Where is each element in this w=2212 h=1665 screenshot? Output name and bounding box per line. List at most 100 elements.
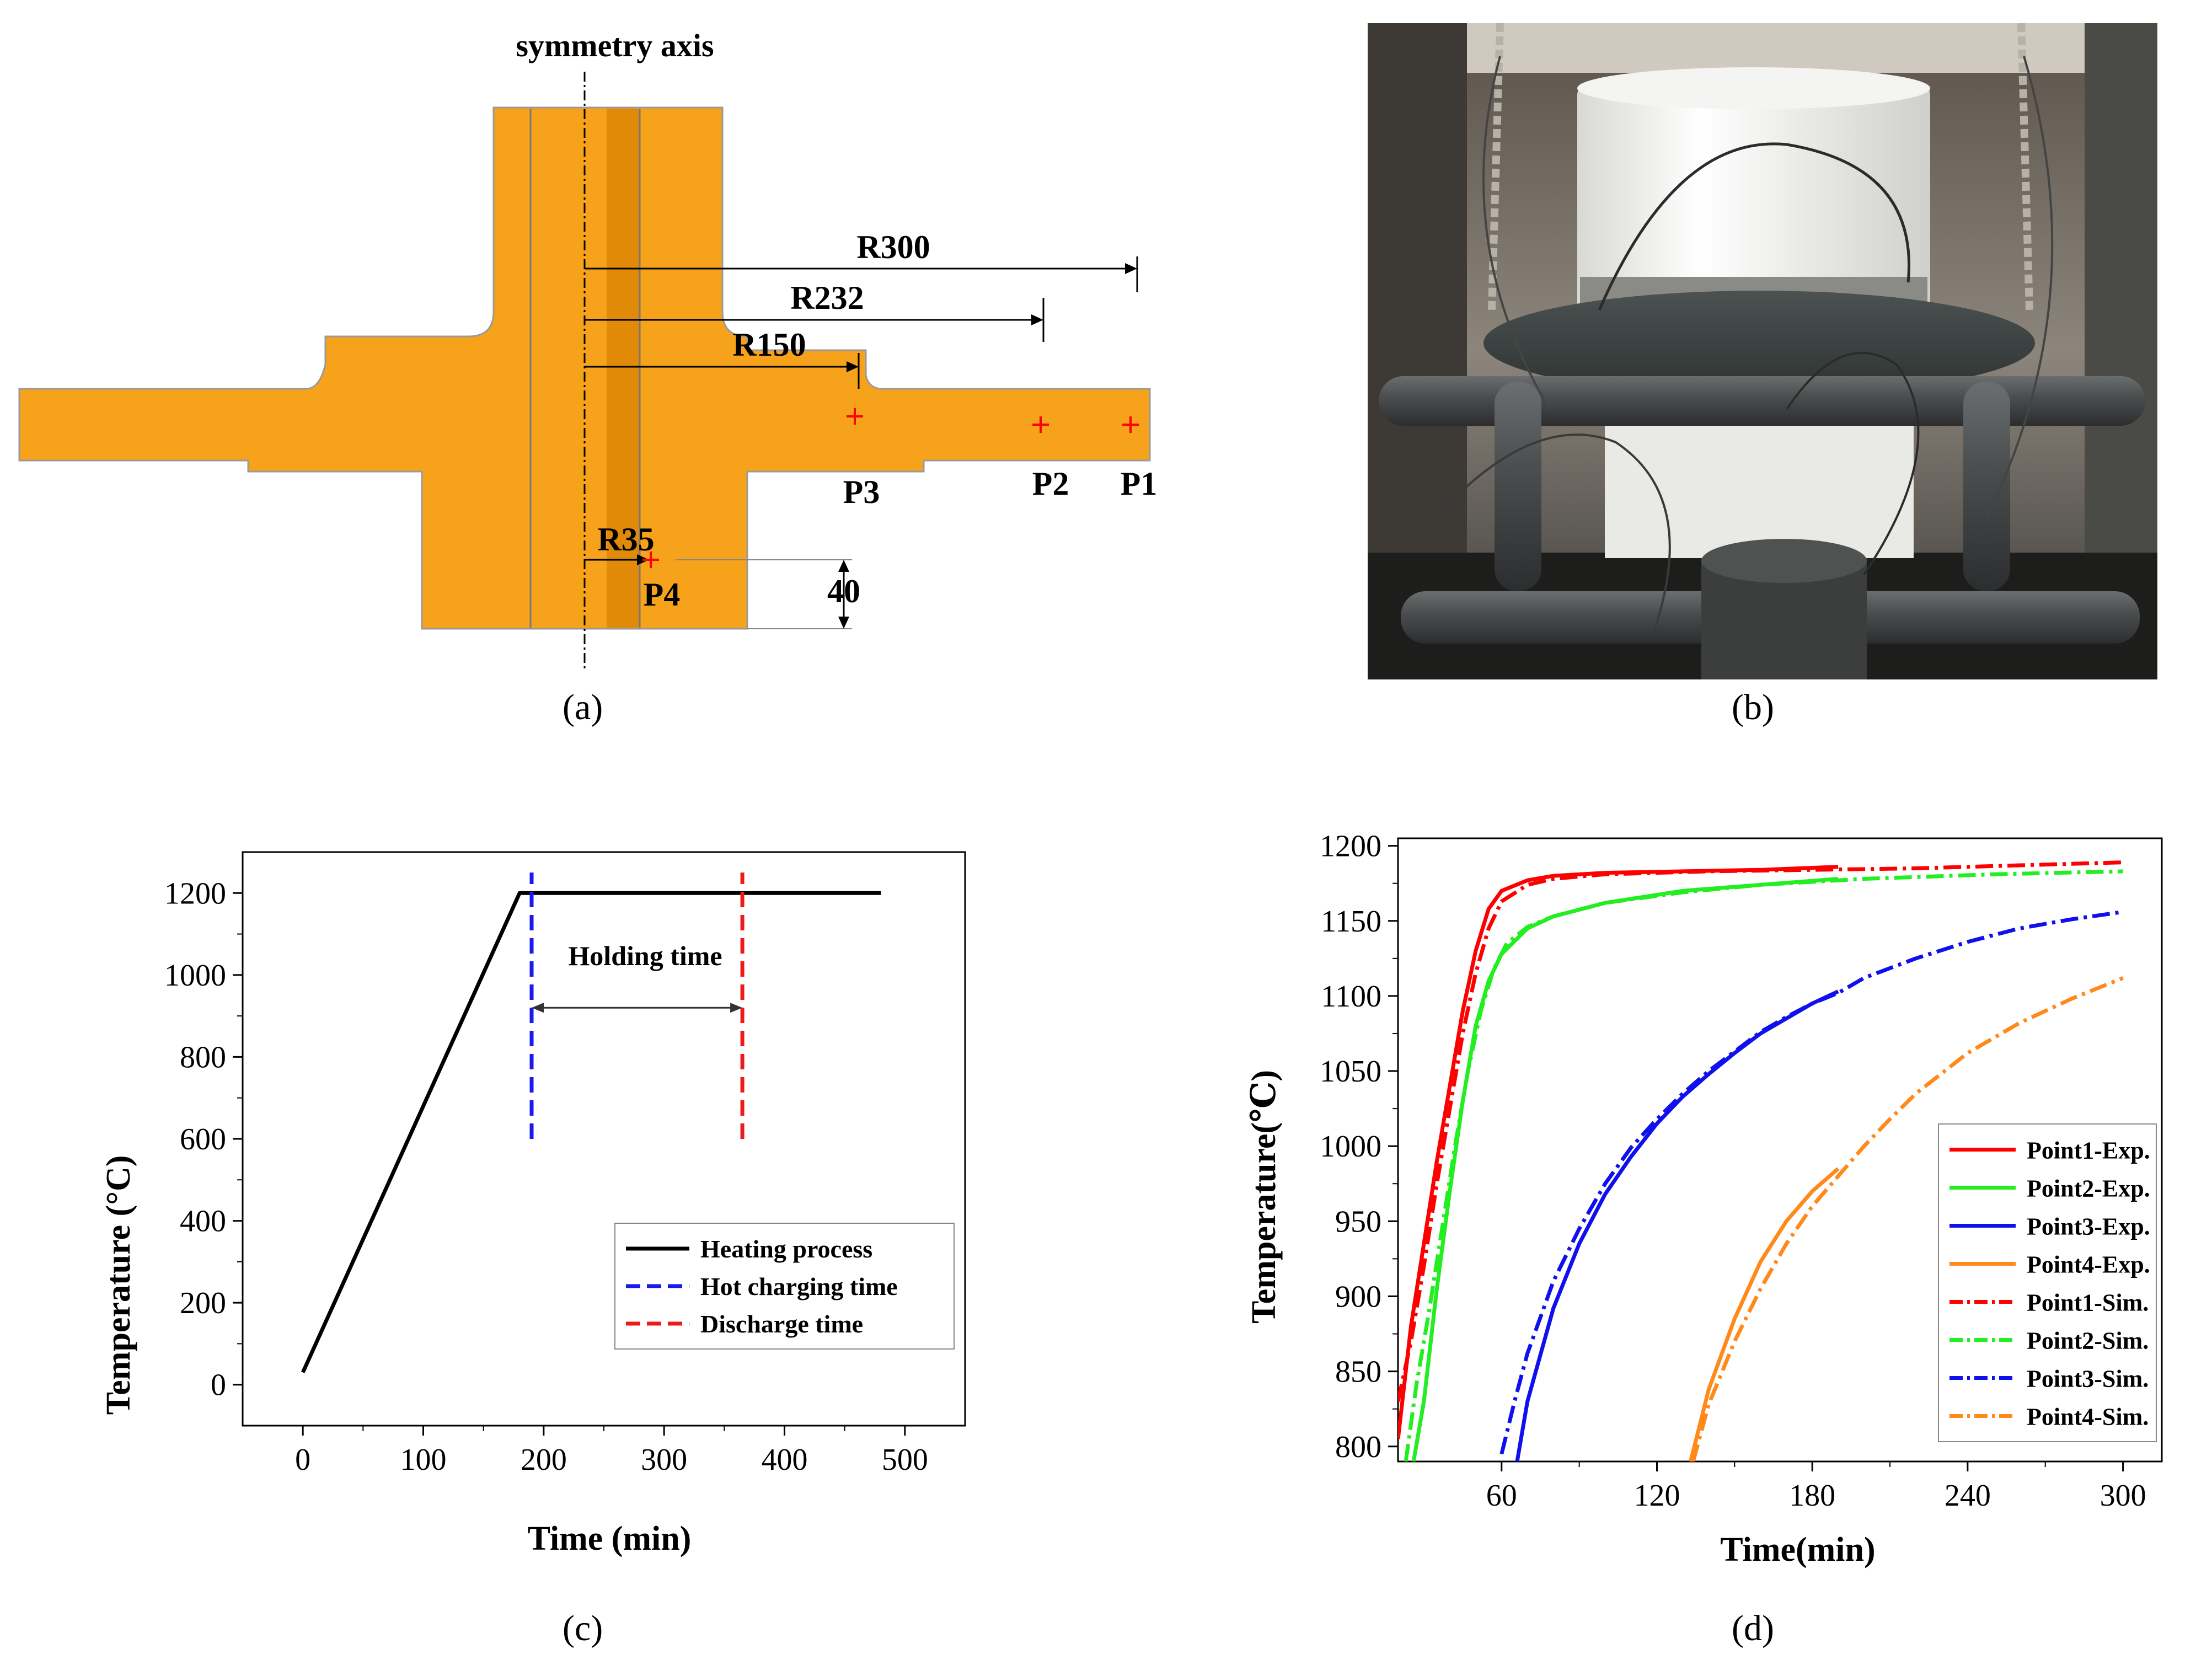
label-p1: P1 [1121,465,1158,502]
caption-c: (c) [563,1608,603,1648]
y-tick-label: 1050 [1320,1054,1381,1089]
y-tick-label: 200 [180,1286,226,1320]
y-tick-label: 950 [1335,1204,1381,1239]
dim-r35-label: R35 [597,521,654,558]
chart-d-series-group [1398,860,2124,1461]
chart-c-series-group [301,872,881,1373]
legend-label: Point1-Exp. [2027,1137,2150,1164]
x-tick-label: 60 [1486,1479,1517,1513]
legend-box [1938,1123,2157,1442]
series-line-point4-sim- [1691,976,2124,1461]
legend-label: Point2-Exp. [2027,1175,2150,1202]
x-tick-label: 500 [882,1443,928,1477]
legend-label: Point2-Sim. [2027,1327,2149,1355]
pipe-vertical-right [1963,382,2010,591]
bore-shade [607,109,640,628]
caption-b: (b) [1732,687,1774,727]
dim-r232-arrow [1031,314,1043,325]
legend-label: Point3-Sim. [2027,1366,2149,1393]
legend-label: Point1-Sim. [2027,1289,2149,1316]
chart-d-plot-area: 60 120 180 240 300 800 850 900 950 1000 1050 1100 11… [1320,829,2163,1513]
y-tick-label: 1150 [1321,904,1381,939]
chart-d-ylabel: Temperature(℃) [1245,1070,1283,1324]
panel-b-photo [1368,23,2157,679]
marker-p1 [1122,416,1139,433]
photo-ceiling [1467,23,2085,73]
panel-a-drawing: symmetry axis R300 R232 R150 P3 P2 P1 R3… [18,28,1158,670]
series-line-point3-exp- [1515,989,1839,1461]
dim-r232-label: R232 [790,280,864,316]
chart-d-xlabel: Time(min) [1720,1531,1875,1568]
dim-r300-arrow [1125,263,1137,274]
pipe-vertical-left [1495,382,1541,591]
marker-p4 [642,552,659,568]
dim-40-arrow-top [838,560,849,572]
dim-r150-label: R150 [732,326,806,363]
chart-c-ylabel: Temperature (°C) [100,1155,137,1415]
x-tick-label: 100 [400,1443,447,1477]
marker-p3 [847,408,863,425]
legend-label: Point4-Exp. [2027,1251,2150,1278]
series-line-point2-sim- [1404,869,2123,1461]
x-tick-label: 120 [1633,1479,1680,1513]
y-tick-label: 800 [1335,1430,1381,1464]
chart-c-holding-label: Holding time [568,940,722,971]
legend-label: Point3-Exp. [2027,1213,2150,1240]
x-tick-label: 0 [295,1443,310,1477]
chart-d: 60 120 180 240 300 800 850 900 950 1000 1050 1100 11… [1245,829,2163,1568]
chart-c-xlabel: Time (min) [528,1520,692,1557]
symmetry-axis-label: symmetry axis [516,28,714,63]
x-tick-label: 200 [521,1443,567,1477]
x-tick-label: 400 [762,1443,808,1477]
label-p4: P4 [644,576,681,613]
y-tick-label: 1100 [1321,979,1381,1014]
y-tick-label: 1200 [164,876,226,911]
x-tick-label: 180 [1789,1479,1835,1513]
legend-label: Discharge time [700,1310,863,1338]
thermocouple-wire-4 [1482,56,1551,410]
y-tick-label: 400 [180,1204,226,1239]
y-tick-label: 1000 [164,959,226,993]
x-tick-label: 300 [2100,1479,2146,1513]
thermocouple-wire-1 [1598,142,1910,311]
dim-40-label: 40 [827,573,860,609]
chart-c: 0 100 200 300 400 500 0 200 400 600 800 1000 1200 Hea… [100,851,966,1557]
insulation-top [1577,67,1930,109]
graphite-block-top [1701,539,1867,583]
chart-d-frame [1397,837,2163,1463]
dim-r300-label: R300 [856,229,930,265]
y-tick-label: 0 [211,1368,226,1402]
x-tick-label: 240 [1945,1479,1991,1513]
y-tick-label: 850 [1335,1355,1381,1389]
chain-left [1488,23,1504,310]
series-line-point1-sim- [1398,860,2123,1402]
insulation-cylinder [1577,84,1930,321]
dim-40-arrow-bottom [838,617,849,629]
caption-d: (d) [1732,1608,1774,1648]
series-line-point1-exp- [1398,865,1839,1439]
caption-a: (a) [563,687,603,727]
legend-label: Point4-Sim. [2027,1404,2149,1431]
label-p3: P3 [843,474,880,510]
series-line-point3-sim- [1499,909,2124,1455]
chain-right [2017,23,2033,310]
y-tick-label: 1000 [1320,1129,1381,1164]
thermocouple-wire-5 [1984,56,2054,520]
series-line-heating-process [301,891,881,1373]
y-tick-label: 1200 [1320,829,1381,864]
label-p2: P2 [1032,465,1069,502]
y-tick-label: 600 [180,1122,226,1157]
marker-p2 [1032,416,1049,433]
series-line-point2-exp- [1411,877,1839,1461]
thermocouple-wire-2 [1786,351,1920,576]
y-tick-label: 900 [1335,1279,1381,1314]
chart-c-plot-area: 0 100 200 300 400 500 0 200 400 600 800 1000 1200 Hea… [164,851,966,1477]
support-plate [1483,291,2035,395]
y-tick-label: 800 [180,1040,226,1074]
legend-label: Hot charging time [700,1272,898,1300]
pipe-top [1379,376,2145,426]
x-tick-label: 300 [641,1443,687,1477]
holding-time-arrow-right [730,1003,743,1013]
legend-label: Heating process [700,1235,872,1263]
thermocouple-wire-3 [1433,433,1671,630]
